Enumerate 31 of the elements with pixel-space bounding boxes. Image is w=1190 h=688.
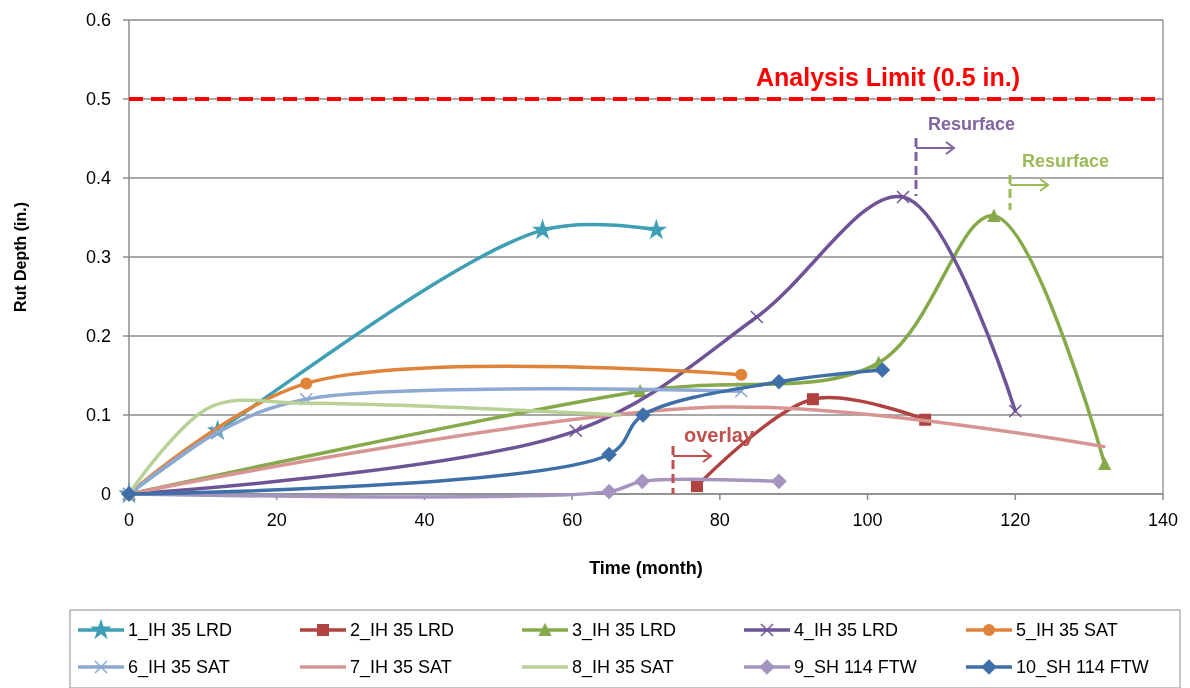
annotation: Resurface <box>1022 151 1110 171</box>
x-tick-label: 20 <box>266 510 287 530</box>
x-tick-label: 140 <box>1147 510 1179 530</box>
legend-label: 2_IH 35 LRD <box>350 620 455 642</box>
x-tick-label: 80 <box>709 510 730 530</box>
x-tick-label: 0 <box>123 510 135 530</box>
legend-label: 10_SH 114 FTW <box>1016 657 1149 679</box>
legend-label: 3_IH 35 LRD <box>572 620 677 642</box>
x-tick-label: 60 <box>562 510 583 530</box>
legend-label: 7_IH 35 SAT <box>350 657 452 679</box>
x-tick-label: 120 <box>1000 510 1031 530</box>
y-tick-label: 0.5 <box>85 89 111 110</box>
legend-label: 8_IH 35 SAT <box>572 657 674 679</box>
y-axis-title: Rut Depth (in.) <box>12 201 29 313</box>
y-tick-label: 0.3 <box>85 247 111 268</box>
ref-line-label: Analysis Limit (0.5 in.) <box>756 63 1020 91</box>
annotation: overlay <box>684 424 755 446</box>
y-tick-label: 0.4 <box>85 168 111 189</box>
x-tick-label: 40 <box>414 510 435 530</box>
y-tick-label: 0.1 <box>85 405 111 426</box>
legend-label: 9_SH 114 FTW <box>794 657 917 679</box>
y-tick-label: 0 <box>100 484 111 505</box>
x-axis-title: Time (month) <box>589 558 703 578</box>
legend-label: 4_IH 35 LRD <box>794 620 899 642</box>
legend-label: 1_IH 35 LRD <box>128 620 233 642</box>
y-tick-label: 0.2 <box>85 326 111 347</box>
y-tick-label: 0.6 <box>85 10 111 31</box>
legend-label: 5_IH 35 SAT <box>1016 620 1118 642</box>
x-tick-label: 100 <box>852 510 883 530</box>
annotation: Resurface <box>928 114 1016 134</box>
legend-label: 6_IH 35 SAT <box>128 657 230 679</box>
